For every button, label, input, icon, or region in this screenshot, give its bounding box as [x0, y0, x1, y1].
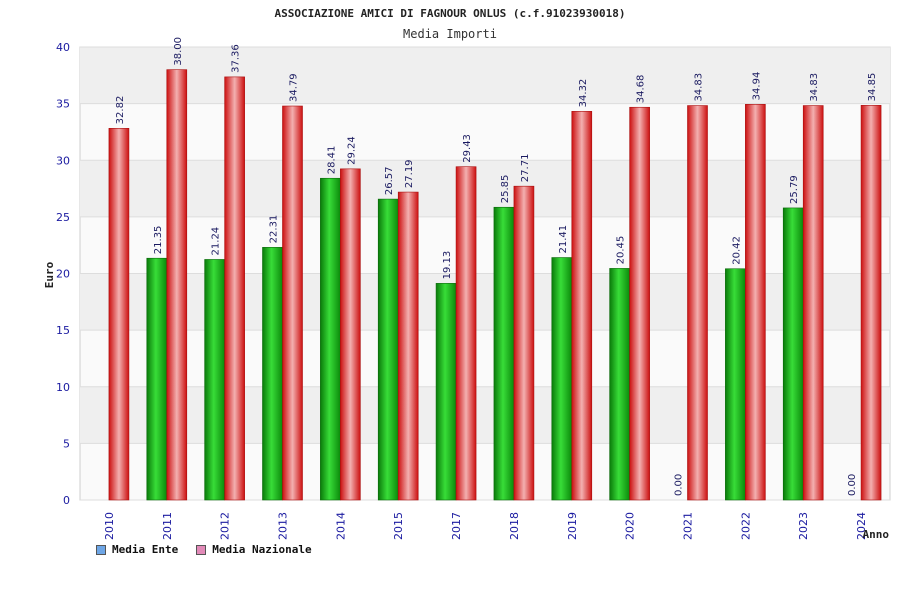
data-label: 34.32 [578, 79, 589, 108]
data-label: 38.00 [173, 37, 184, 66]
data-label: 20.45 [616, 236, 627, 265]
grid-band [80, 47, 890, 104]
data-label: 0.00 [847, 474, 858, 496]
legend-item-nazionale: Media Nazionale [196, 543, 312, 556]
data-label: 34.83 [809, 73, 820, 102]
bar-media-ente [146, 257, 168, 501]
data-label: 27.71 [520, 154, 531, 183]
y-axis-label: Euro [43, 261, 56, 288]
bars [108, 69, 882, 501]
bar-media-nazionale [513, 185, 535, 501]
bar-media-nazionale [340, 168, 361, 501]
x-tick-label: 2013 [277, 512, 290, 540]
bar-media-nazionale [108, 128, 130, 501]
x-axis-label: Anno [863, 528, 890, 541]
data-label: 37.36 [231, 44, 242, 73]
bar-media-nazionale [455, 166, 477, 501]
data-label: 21.41 [558, 225, 569, 254]
data-label: 22.31 [269, 215, 280, 244]
x-tick-label: 2012 [219, 512, 232, 540]
data-label: 28.41 [326, 146, 337, 175]
legend-label-nazionale: Media Nazionale [212, 543, 312, 556]
bar-media-ente [782, 207, 804, 501]
x-tick-label: 2021 [682, 512, 695, 540]
bar-media-nazionale [397, 191, 419, 501]
bar-media-ente [377, 198, 399, 501]
data-label: 25.79 [789, 175, 800, 204]
bar-media-ente [609, 268, 630, 501]
y-tick-label: 20 [56, 268, 70, 281]
x-tick-label: 2015 [392, 512, 405, 540]
x-tick-label: 2014 [334, 512, 347, 540]
chart-subtitle: Media Importi [403, 27, 497, 41]
data-label: 34.94 [751, 72, 762, 101]
x-tick-label: 2022 [739, 512, 752, 540]
data-label: 29.24 [346, 136, 357, 165]
bar-media-nazionale [166, 69, 188, 501]
bar-media-nazionale [282, 105, 303, 501]
y-tick-label: 30 [56, 154, 70, 167]
data-labels: 32.82 21.35 38.00 21.24 37.36 22.31 34.79 28.41… [115, 37, 878, 496]
grid-band [80, 160, 890, 217]
data-label: 25.85 [500, 175, 511, 204]
data-label: 34.83 [694, 73, 705, 102]
bar-media-ente [493, 206, 515, 501]
legend-item-ente: Media Ente [96, 543, 178, 556]
x-tick-label: 2010 [103, 512, 116, 540]
bar-media-nazionale [629, 106, 650, 501]
y-tick-label: 5 [63, 437, 70, 450]
x-tick-label: 2017 [450, 512, 463, 540]
y-tick-label: 15 [56, 324, 70, 337]
x-tick-label: 2024 [855, 512, 868, 540]
bar-media-nazionale [802, 105, 824, 501]
grid-band [80, 386, 890, 444]
data-label: 27.19 [404, 159, 415, 188]
legend-swatch-ente [96, 544, 106, 555]
grid-band [80, 273, 890, 331]
data-label: 21.24 [211, 227, 222, 256]
data-label: 29.43 [462, 134, 473, 163]
data-label: 32.82 [115, 96, 126, 125]
data-label: 21.35 [153, 226, 164, 255]
bar-media-ente [435, 283, 457, 501]
x-tick-label: 2018 [508, 512, 521, 540]
legend-label-ente: Media Ente [112, 543, 179, 556]
data-label: 19.13 [442, 251, 453, 280]
bar-media-nazionale [571, 111, 593, 501]
data-label: 26.57 [384, 166, 395, 195]
x-tick-label: 2020 [624, 512, 637, 540]
data-label: 34.79 [289, 73, 300, 102]
bar-media-nazionale [224, 76, 245, 501]
legend: Media Ente Media Nazionale [96, 543, 312, 556]
data-label: 34.85 [867, 73, 878, 102]
x-tick-labels: 2010 2011 2012 2013 2014 2015 2017 2018 2019 2020… [103, 512, 868, 540]
x-tick-label: 2019 [566, 512, 579, 540]
y-tick-label: 0 [63, 494, 70, 507]
x-tick-label: 2011 [161, 512, 174, 540]
bar-media-ente [725, 268, 746, 501]
y-tick-label: 40 [56, 41, 70, 54]
y-tick-labels: 0 5 10 15 20 25 30 35 40 [56, 41, 70, 507]
bar-media-ente [320, 177, 341, 501]
bar-media-ente [262, 247, 283, 501]
bar-media-ente [551, 257, 573, 501]
bar-media-nazionale [687, 105, 708, 501]
y-tick-label: 10 [56, 381, 70, 394]
data-label: 0.00 [674, 474, 685, 496]
legend-swatch-nazionale [196, 544, 207, 555]
chart-title: ASSOCIAZIONE AMICI DI FAGNOUR ONLUS (c.f… [275, 7, 626, 20]
y-tick-label: 35 [56, 98, 70, 111]
bar-media-ente [204, 259, 225, 501]
y-tick-label: 25 [56, 211, 70, 224]
data-label: 34.68 [636, 75, 647, 104]
x-tick-label: 2023 [797, 512, 810, 540]
bar-media-nazionale [745, 104, 766, 501]
bar-media-nazionale [860, 105, 882, 501]
data-label: 20.42 [731, 236, 742, 265]
